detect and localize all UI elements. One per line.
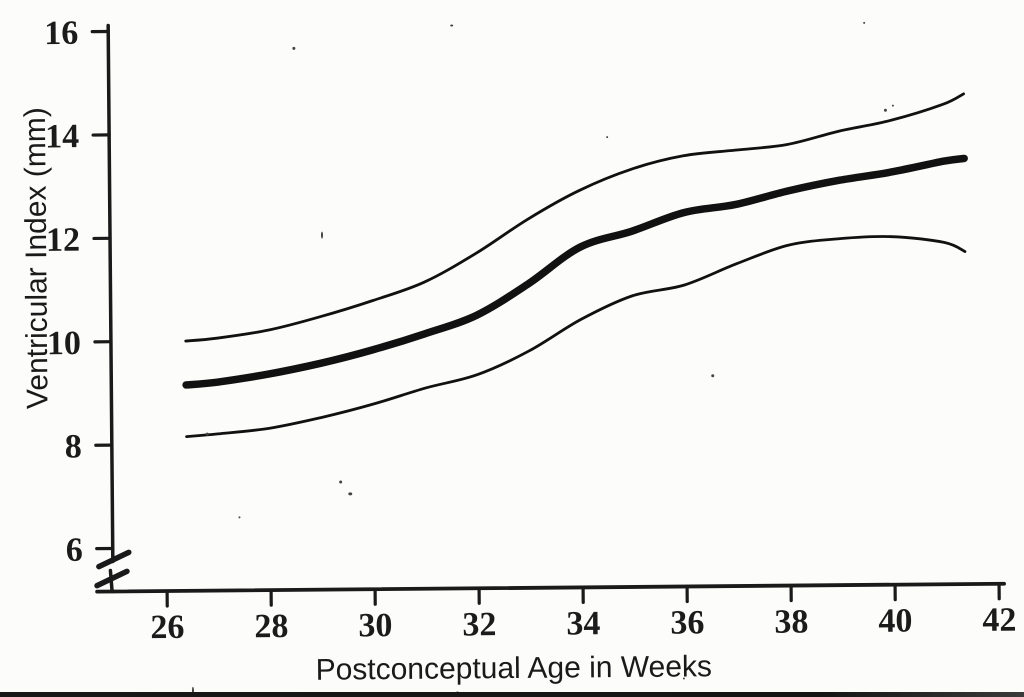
scan-speckle [883,108,887,112]
scan-speckle [320,231,324,239]
scan-speckle [711,374,715,378]
y-tick-label: 16 [44,15,78,52]
x-tick-label: 36 [670,604,704,641]
y-tick-label: 14 [45,118,79,155]
x-tick-label: 34 [566,605,600,642]
x-axis-line [95,581,1006,594]
series-upper-curve [184,92,965,343]
y-tick-label: 6 [66,532,83,569]
scan-edge-artifact [0,692,1024,697]
scan-speckle [348,492,353,496]
x-tick-label: 40 [878,603,912,640]
series-lower-curve [185,235,967,439]
y-axis-break-mark [94,568,130,589]
x-tick-label: 38 [774,603,808,640]
x-tick-label: 42 [982,602,1016,639]
x-axis-title: Postconceptual Age in Weeks [315,650,713,687]
x-tick-label: 30 [358,607,392,644]
y-axis-break-mark [96,549,132,570]
y-axis-title: Ventricular Index (mm) [18,107,55,410]
x-tick-label: 32 [462,606,496,643]
y-axis-line [106,23,115,564]
scan-speckle [863,21,866,24]
scan-speckle [292,46,296,50]
y-tick-label: 10 [47,325,81,362]
y-tick-label: 12 [46,222,80,259]
x-tick-label: 26 [150,609,184,646]
series-center-curve-bold [182,154,968,389]
scan-speckle [238,516,241,519]
x-tick-label: 28 [254,608,288,645]
scan-speckle [891,104,894,107]
y-tick-label: 8 [65,428,82,465]
scan-speckle [339,480,343,484]
scan-speckle [205,432,209,436]
scan-speckle [682,677,685,680]
scan-speckle [606,136,609,139]
scan-speckle [450,24,454,27]
